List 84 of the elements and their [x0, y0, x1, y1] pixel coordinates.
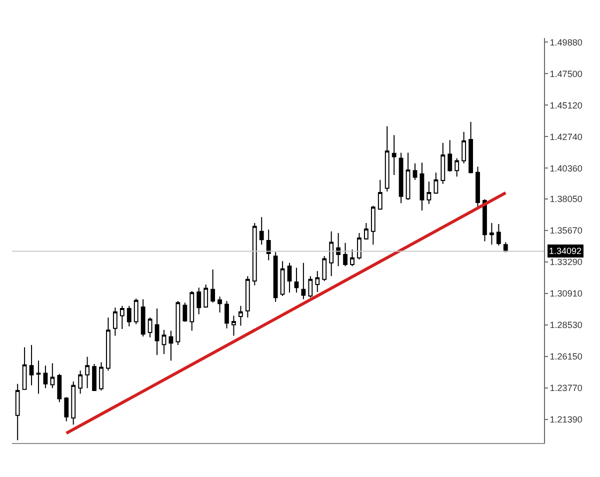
- candlestick: [71, 380, 76, 426]
- y-tick-label: 1.35670: [550, 225, 582, 236]
- candlestick: [440, 142, 446, 184]
- candlestick: [29, 344, 34, 386]
- candlestick: [392, 134, 396, 176]
- candlestick: [406, 152, 410, 200]
- y-tick-label: 1.23770: [550, 382, 582, 393]
- candlestick: [134, 298, 138, 325]
- candlestick: [36, 360, 41, 394]
- candlestick: [370, 205, 376, 246]
- ref-line-label: 1.34092: [549, 246, 582, 256]
- candlestick: [238, 305, 243, 326]
- candlestick: [273, 252, 278, 302]
- y-tick-label: 1.40360: [550, 163, 582, 174]
- candlestick: [210, 268, 216, 304]
- candlestick: [50, 362, 55, 389]
- y-tick-label: 1.33290: [550, 256, 582, 267]
- candlestick: [120, 305, 124, 330]
- candlestick: [476, 166, 480, 207]
- candlestick: [204, 284, 208, 308]
- candlestick: [434, 172, 438, 194]
- candlestick: [259, 216, 264, 246]
- y-tick-label: 1.42740: [550, 132, 582, 142]
- candlestick: [482, 198, 487, 242]
- candlestick: [384, 126, 390, 192]
- y-tick-label: 1.47500: [550, 68, 582, 79]
- y-tick-label: 1.49880: [550, 37, 582, 48]
- candlestick: [468, 121, 473, 174]
- candlestick: [357, 232, 362, 260]
- candlestick: [162, 329, 166, 355]
- candlestick: [112, 307, 118, 336]
- candlestick: [308, 276, 313, 298]
- candlestick: [232, 315, 236, 336]
- candlestick: [322, 256, 327, 282]
- candlestick: [496, 223, 501, 246]
- candlestick: [398, 152, 404, 204]
- candlestick: [287, 262, 292, 294]
- candlestick: [378, 179, 382, 210]
- y-tick-label: 1.45120: [550, 100, 582, 110]
- candlestick: [78, 370, 83, 394]
- candlestick: [218, 296, 222, 313]
- candlestick: [148, 317, 152, 338]
- y-tick-label: 1.21390: [550, 414, 582, 424]
- y-tick-label: 1.38050: [550, 194, 582, 204]
- candlestick: [106, 317, 110, 372]
- candlestick: [176, 300, 180, 346]
- candlestick: [15, 383, 20, 441]
- candlestick: [490, 222, 494, 246]
- candlestick: [85, 356, 90, 389]
- candlestick: [224, 300, 229, 329]
- candlestick: [266, 229, 271, 261]
- candlestick: [196, 287, 202, 315]
- candlestick: [350, 249, 354, 267]
- candlestick: [126, 305, 132, 327]
- candlestick: [329, 230, 334, 277]
- candlestick: [336, 232, 341, 267]
- candlestick: [420, 162, 424, 211]
- candlestick: [22, 346, 27, 390]
- candlestick: [462, 131, 466, 164]
- candlestick: [182, 302, 188, 322]
- candlestick: [64, 396, 69, 422]
- y-tick-label: 1.28530: [550, 320, 582, 330]
- candlestick: [252, 222, 257, 286]
- candlestick: [294, 267, 299, 294]
- candlestick: [448, 140, 452, 172]
- candlestick: [315, 270, 320, 292]
- candlestick: [245, 276, 250, 318]
- candlestick: [92, 363, 96, 391]
- y-tick-label: 1.30910: [550, 288, 582, 298]
- y-tick-label: 1.26150: [550, 351, 582, 362]
- candlestick: [301, 262, 306, 300]
- candlestick: [454, 158, 460, 178]
- candlestick: [412, 162, 418, 180]
- candlestick: [140, 298, 146, 337]
- candlestick: [426, 181, 432, 204]
- candlestick: [280, 260, 285, 296]
- candlestick: [190, 290, 194, 332]
- candlestick: [99, 362, 104, 391]
- candlestick: [168, 330, 174, 362]
- candlestick: [364, 222, 368, 240]
- candlestick: [154, 308, 160, 356]
- candlestick: [57, 373, 62, 403]
- candlestick: [43, 365, 48, 389]
- candlestick: [343, 242, 348, 267]
